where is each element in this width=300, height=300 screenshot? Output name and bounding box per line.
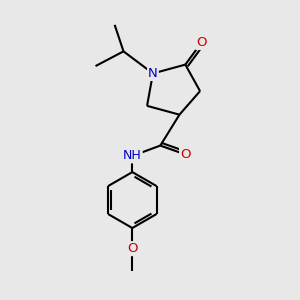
Text: O: O xyxy=(127,242,138,255)
Text: O: O xyxy=(196,36,207,49)
Text: O: O xyxy=(180,148,190,161)
Text: NH: NH xyxy=(123,149,142,162)
Text: N: N xyxy=(148,67,158,80)
